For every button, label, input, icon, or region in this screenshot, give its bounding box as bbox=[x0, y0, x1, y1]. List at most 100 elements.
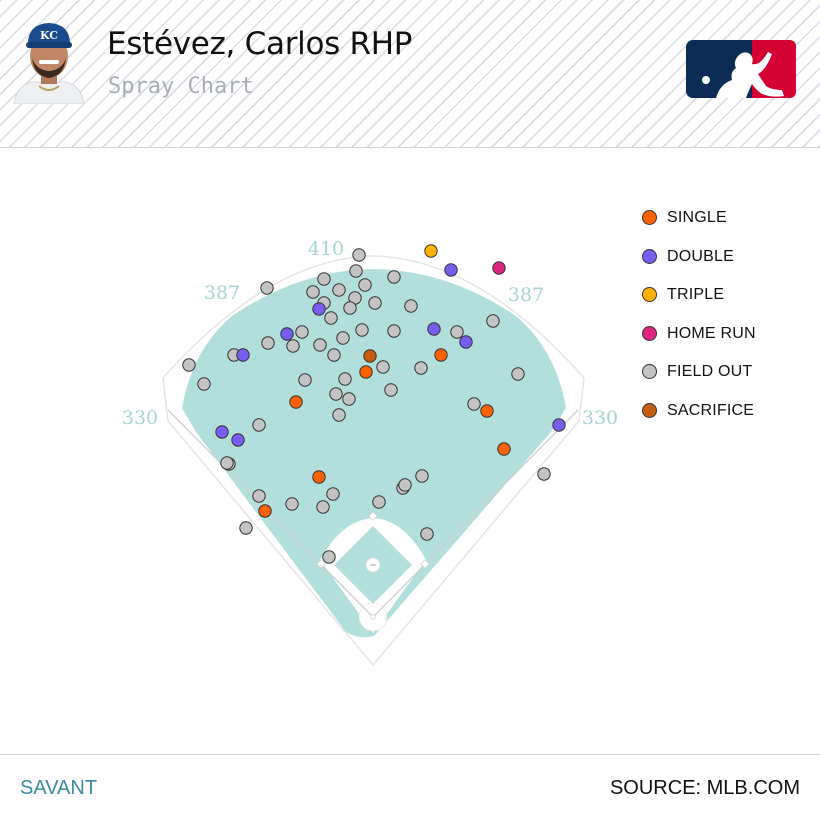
batted-ball-field-out-7[interactable] bbox=[260, 281, 274, 295]
legend: SINGLE DOUBLE TRIPLE HOME RUN FIELD OUT … bbox=[642, 206, 812, 437]
batted-ball-field-out-8[interactable] bbox=[306, 285, 320, 299]
distance-label-rcf: 387 bbox=[508, 284, 544, 306]
batted-ball-field-out-63[interactable] bbox=[252, 489, 266, 503]
batted-ball-field-out-29[interactable] bbox=[313, 338, 327, 352]
batted-ball-field-out-5[interactable] bbox=[387, 270, 401, 284]
batted-ball-field-out-56[interactable] bbox=[220, 456, 234, 470]
batted-ball-field-out-49[interactable] bbox=[332, 408, 346, 422]
legend-dot-field-out bbox=[642, 364, 657, 379]
legend-label: HOME RUN bbox=[667, 324, 756, 342]
distance-labels: 330 387 410 387 330 bbox=[122, 238, 618, 429]
batted-ball-double-32[interactable] bbox=[236, 348, 250, 362]
header-banner: KC Estévez, Carlos RHP Spray Chart bbox=[0, 0, 820, 148]
batted-ball-field-out-44[interactable] bbox=[329, 387, 343, 401]
third-base bbox=[316, 559, 326, 569]
batted-ball-field-out-39[interactable] bbox=[511, 367, 525, 381]
batted-ball-field-out-69[interactable] bbox=[420, 527, 434, 541]
legend-label: DOUBLE bbox=[667, 247, 734, 265]
batted-ball-single-48[interactable] bbox=[480, 404, 494, 418]
batted-ball-field-out-22[interactable] bbox=[387, 324, 401, 338]
batted-ball-field-out-65[interactable] bbox=[372, 495, 386, 509]
batted-ball-field-out-59[interactable] bbox=[415, 469, 429, 483]
batted-ball-double-50[interactable] bbox=[552, 418, 566, 432]
legend-label: TRIPLE bbox=[667, 286, 725, 303]
spray-chart: 330 387 410 387 330 bbox=[122, 238, 618, 667]
batted-ball-single-34[interactable] bbox=[434, 348, 448, 362]
batted-ball-field-out-26[interactable] bbox=[336, 331, 350, 345]
batted-ball-field-out-20[interactable] bbox=[295, 325, 309, 339]
mlb-logo-icon bbox=[686, 40, 796, 98]
batted-ball-points bbox=[182, 244, 566, 564]
batted-ball-field-out-9[interactable] bbox=[358, 278, 372, 292]
legend-dot-double bbox=[642, 248, 657, 264]
batted-ball-field-out-15[interactable] bbox=[404, 299, 418, 313]
batted-ball-field-out-46[interactable] bbox=[342, 392, 356, 406]
first-base bbox=[420, 559, 430, 569]
batted-ball-field-out-36[interactable] bbox=[376, 360, 390, 374]
batted-ball-double-25[interactable] bbox=[459, 335, 473, 349]
batted-ball-field-out-21[interactable] bbox=[355, 323, 369, 337]
batted-ball-field-out-43[interactable] bbox=[384, 383, 398, 397]
distance-label-lf-line: 330 bbox=[122, 407, 158, 429]
batted-ball-field-out-64[interactable] bbox=[285, 497, 299, 511]
batted-ball-triple-1[interactable] bbox=[424, 244, 438, 258]
batted-ball-field-out-42[interactable] bbox=[197, 377, 211, 391]
batted-ball-double-52[interactable] bbox=[215, 425, 229, 439]
legend-label: SACRIFICE bbox=[667, 401, 755, 419]
legend-item-field-out: FIELD OUT bbox=[642, 360, 812, 399]
outer-wall-outline bbox=[162, 255, 585, 667]
batted-ball-single-58[interactable] bbox=[312, 470, 326, 484]
legend-item-triple: TRIPLE bbox=[642, 283, 812, 322]
footer: SAVANT SOURCE: MLB.COM bbox=[0, 754, 820, 820]
batted-ball-single-38[interactable] bbox=[359, 365, 373, 379]
legend-dot-home-run bbox=[642, 325, 657, 341]
batted-ball-field-out-17[interactable] bbox=[324, 311, 338, 325]
legend-item-single: SINGLE bbox=[642, 206, 812, 245]
batted-ball-field-out-4[interactable] bbox=[349, 264, 363, 278]
player-name: Estévez, Carlos RHP bbox=[107, 26, 413, 62]
batted-ball-field-out-6[interactable] bbox=[317, 272, 331, 286]
batted-ball-field-out-57[interactable] bbox=[537, 467, 551, 481]
batted-ball-field-out-37[interactable] bbox=[414, 361, 428, 375]
batted-ball-field-out-33[interactable] bbox=[327, 348, 341, 362]
batted-ball-field-out-28[interactable] bbox=[286, 339, 300, 353]
legend-dot-triple bbox=[642, 287, 657, 302]
distance-label-rf-line: 330 bbox=[582, 407, 618, 429]
batted-ball-double-2[interactable] bbox=[444, 263, 458, 277]
batted-ball-field-out-62[interactable] bbox=[326, 487, 340, 501]
batted-ball-field-out-68[interactable] bbox=[239, 521, 253, 535]
batted-ball-field-out-0[interactable] bbox=[352, 248, 366, 262]
batted-ball-field-out-41[interactable] bbox=[338, 372, 352, 386]
batted-ball-field-out-24[interactable] bbox=[450, 325, 464, 339]
batted-ball-single-54[interactable] bbox=[497, 442, 511, 456]
batted-ball-field-out-61[interactable] bbox=[398, 478, 412, 492]
batted-ball-field-out-51[interactable] bbox=[252, 418, 266, 432]
batted-ball-double-19[interactable] bbox=[280, 327, 294, 341]
batted-ball-field-out-47[interactable] bbox=[467, 397, 481, 411]
batted-ball-field-out-10[interactable] bbox=[332, 283, 346, 297]
batted-ball-field-out-35[interactable] bbox=[182, 358, 196, 372]
legend-label: SINGLE bbox=[667, 209, 727, 226]
batted-ball-double-53[interactable] bbox=[231, 433, 245, 447]
field-diagram bbox=[162, 255, 585, 667]
batted-ball-single-67[interactable] bbox=[258, 504, 272, 518]
batted-ball-double-23[interactable] bbox=[427, 322, 441, 336]
batted-ball-double-13[interactable] bbox=[312, 302, 326, 316]
chart-subtitle: Spray Chart bbox=[108, 74, 254, 99]
batted-ball-field-out-40[interactable] bbox=[298, 373, 312, 387]
batted-ball-home-run-3[interactable] bbox=[492, 261, 506, 275]
batted-ball-field-out-27[interactable] bbox=[261, 336, 275, 350]
distance-label-lcf: 387 bbox=[204, 282, 240, 304]
footer-brand[interactable]: SAVANT bbox=[20, 777, 98, 799]
legend-dot-sacrifice bbox=[642, 402, 657, 418]
distance-label-cf: 410 bbox=[308, 238, 344, 260]
home-plate bbox=[370, 614, 376, 620]
batted-ball-field-out-18[interactable] bbox=[486, 314, 500, 328]
legend-item-home-run: HOME RUN bbox=[642, 322, 812, 361]
batted-ball-field-out-16[interactable] bbox=[343, 301, 357, 315]
batted-ball-sacrifice-30[interactable] bbox=[363, 349, 377, 363]
batted-ball-field-out-14[interactable] bbox=[368, 296, 382, 310]
batted-ball-field-out-66[interactable] bbox=[316, 500, 330, 514]
batted-ball-field-out-70[interactable] bbox=[322, 550, 336, 564]
batted-ball-single-45[interactable] bbox=[289, 395, 303, 409]
